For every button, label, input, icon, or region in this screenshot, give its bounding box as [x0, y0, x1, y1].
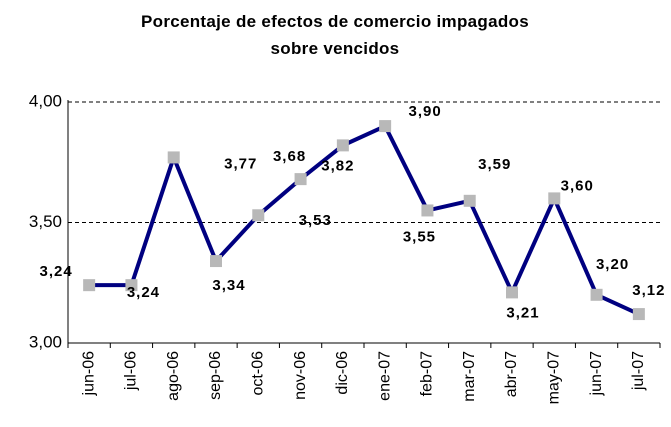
marker	[210, 255, 222, 268]
data-label: 3,55	[403, 228, 436, 245]
data-label: 3,53	[299, 212, 332, 229]
data-label: 3,68	[273, 148, 306, 165]
data-label: 3,21	[506, 304, 539, 321]
x-tick-label: dic-06	[334, 351, 351, 395]
x-tick-label: nov-06	[292, 351, 309, 400]
marker	[252, 209, 265, 222]
marker	[463, 194, 476, 207]
marker	[632, 308, 645, 321]
marker	[336, 139, 349, 152]
x-tick-label: jun-06	[80, 351, 97, 397]
x-tick-label: sep-06	[207, 351, 224, 400]
x-tick-label: oct-06	[250, 351, 267, 396]
y-tick-label: 3,00	[29, 332, 62, 351]
x-tick-label: ago-06	[165, 351, 182, 401]
x-tick-label: jul-07	[630, 351, 647, 391]
marker	[125, 279, 138, 292]
data-label: 3,24	[40, 263, 73, 280]
marker	[167, 151, 180, 164]
line	[89, 124, 640, 316]
marker	[379, 120, 392, 133]
x-tick-label: abr-07	[503, 351, 520, 397]
marker	[506, 286, 518, 299]
data-label: 3,82	[321, 157, 354, 174]
data-label: 3,59	[478, 156, 511, 173]
marker	[590, 288, 603, 301]
data-label: 3,77	[224, 155, 257, 172]
data-label: 3,20	[596, 256, 629, 273]
data-label: 3,34	[212, 277, 245, 294]
x-tick-label: mar-07	[461, 351, 478, 402]
y-tick-label: 4,00	[29, 91, 62, 110]
y-tick-label: 3,50	[29, 212, 62, 231]
x-tick-label: feb-07	[419, 351, 436, 396]
marker	[548, 192, 561, 205]
chart-title: Porcentaje de efectos de comercio impaga…	[141, 12, 529, 58]
marker	[294, 173, 307, 186]
data-label: 3,60	[561, 177, 594, 194]
data-label: 3,90	[409, 103, 442, 120]
x-tick-label: jun-07	[588, 351, 605, 397]
x-tick-label: may-07	[546, 351, 563, 404]
marker	[83, 279, 96, 292]
x-tick-label: ene-07	[376, 351, 393, 401]
data-label: 3,12	[632, 282, 665, 299]
data-label: 3,24	[127, 284, 160, 301]
marker	[421, 204, 434, 217]
x-tick-label: jul-06	[123, 351, 140, 391]
